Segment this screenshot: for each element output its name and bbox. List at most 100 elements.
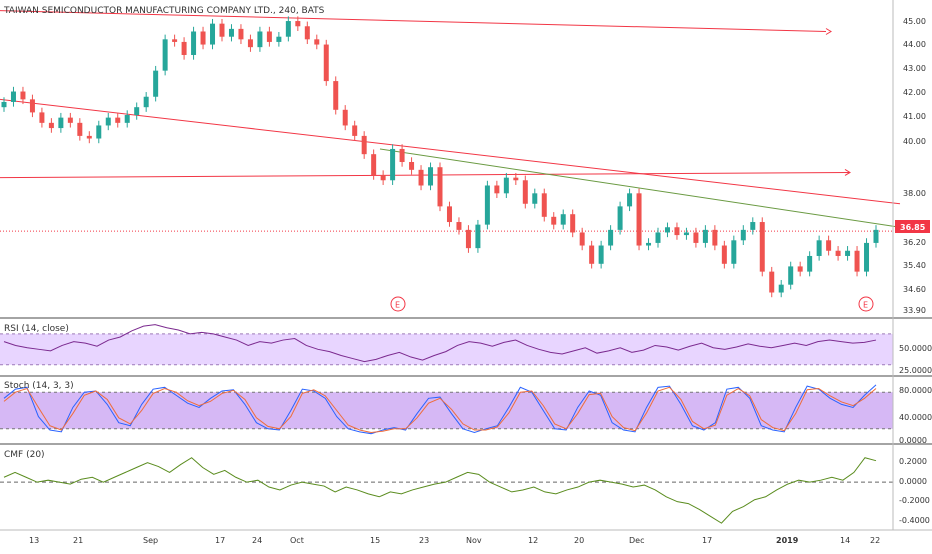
candle-body bbox=[238, 28, 244, 40]
candle-body bbox=[721, 245, 727, 264]
candle-body bbox=[1, 101, 7, 108]
candle-body bbox=[788, 266, 794, 285]
candle-body bbox=[342, 109, 348, 126]
candle-body bbox=[446, 206, 452, 223]
candle-body bbox=[797, 266, 803, 272]
y-tick-label: 38.00 bbox=[903, 189, 926, 198]
descending-trendline bbox=[0, 98, 901, 205]
candle-body bbox=[589, 245, 595, 264]
candle-body bbox=[826, 240, 832, 251]
x-tick-label: 12 bbox=[528, 536, 538, 545]
candle-body bbox=[409, 162, 415, 170]
y-tick-label: 42.00 bbox=[903, 88, 926, 97]
candle-body bbox=[323, 44, 329, 82]
candle-body bbox=[551, 216, 557, 225]
candle-body bbox=[873, 229, 879, 243]
cmf-title: CMF (20) bbox=[4, 450, 45, 460]
candle-body bbox=[513, 177, 519, 181]
candle-body bbox=[465, 229, 471, 249]
x-axis: 13 21 Sep 17 24 Oct 15 23 Nov 12 20 Dec … bbox=[29, 536, 880, 545]
rsi-line bbox=[3, 324, 877, 363]
candle-body bbox=[864, 242, 870, 272]
candle-body bbox=[456, 222, 462, 230]
candle-body bbox=[627, 193, 633, 207]
candle-body bbox=[58, 117, 64, 129]
candle-body bbox=[494, 185, 500, 194]
x-tick-label: 13 bbox=[29, 536, 39, 545]
candle-body bbox=[674, 227, 680, 236]
candle-body bbox=[816, 240, 822, 256]
x-tick-label: 21 bbox=[73, 536, 83, 545]
stoch-k-line bbox=[3, 384, 877, 435]
y-tick-label: 80.0000 bbox=[899, 386, 932, 395]
y-tick-label: 0.0000 bbox=[899, 436, 927, 445]
candle-body bbox=[314, 39, 320, 45]
candle-body bbox=[428, 167, 434, 186]
candle-body bbox=[20, 91, 26, 100]
earnings-marker-icon[interactable] bbox=[390, 296, 406, 312]
x-tick-label: 17 bbox=[702, 536, 712, 545]
candle-body bbox=[285, 21, 291, 37]
candle-body bbox=[210, 23, 216, 45]
candle-body bbox=[219, 23, 225, 37]
x-tick-label: Nov bbox=[466, 536, 482, 545]
candle-body bbox=[475, 224, 481, 249]
candle-body bbox=[295, 21, 301, 27]
candle-body bbox=[522, 180, 528, 204]
y-tick-label: 50.0000 bbox=[899, 344, 932, 353]
candle-body bbox=[134, 107, 140, 116]
candle-body bbox=[200, 31, 206, 45]
candle-body bbox=[48, 122, 54, 129]
rsi-band bbox=[0, 333, 893, 365]
candle-body bbox=[181, 41, 187, 55]
candle-body bbox=[105, 117, 111, 126]
rsi-marks bbox=[0, 324, 893, 366]
candle-body bbox=[380, 175, 386, 181]
resistance-trendline bbox=[0, 10, 827, 32]
candle-body bbox=[532, 193, 538, 204]
y-tick-label: 25.0000 bbox=[899, 366, 932, 375]
candle-body bbox=[29, 99, 35, 113]
candle-body bbox=[541, 193, 547, 217]
candle-body bbox=[608, 229, 614, 246]
candle-body bbox=[437, 167, 443, 207]
stoch-d-line bbox=[3, 386, 877, 433]
x-tick-label: 20 bbox=[574, 536, 584, 545]
candle-body bbox=[655, 232, 661, 243]
candle-body bbox=[67, 117, 73, 123]
candle-body bbox=[257, 31, 263, 48]
candle-body bbox=[740, 229, 746, 241]
stoch-band bbox=[0, 392, 893, 429]
y-tick-label: 40.00 bbox=[903, 137, 926, 146]
candle-body bbox=[712, 229, 718, 246]
x-tick-label: 24 bbox=[252, 536, 262, 545]
candle-body bbox=[124, 115, 130, 123]
candle-body bbox=[418, 169, 424, 186]
cmf-marks bbox=[0, 457, 893, 524]
candle-body bbox=[484, 185, 490, 225]
candle-body bbox=[560, 214, 566, 225]
x-tick-label: 15 bbox=[370, 536, 380, 545]
candle-body bbox=[191, 31, 197, 55]
candle-body bbox=[769, 271, 775, 293]
candle-body bbox=[390, 148, 396, 181]
earnings-marker-label: E bbox=[863, 301, 868, 310]
candle-body bbox=[845, 250, 851, 256]
y-tick-label: 44.00 bbox=[903, 40, 926, 49]
rsi-title: RSI (14, close) bbox=[4, 324, 69, 334]
candle-body bbox=[371, 154, 377, 176]
candle-body bbox=[646, 242, 652, 246]
y-tick-label: -0.2000 bbox=[899, 496, 930, 505]
x-tick-label: Dec bbox=[629, 536, 644, 545]
x-tick-label: Sep bbox=[143, 536, 158, 545]
earnings-marker-icon[interactable] bbox=[858, 296, 874, 312]
candle-body bbox=[162, 39, 168, 71]
candle-body bbox=[304, 26, 310, 40]
candle-body bbox=[153, 70, 159, 97]
candle-body bbox=[86, 135, 92, 139]
candle-body bbox=[750, 222, 756, 230]
y-tick-label: 36.20 bbox=[903, 238, 926, 247]
stoch-y-axis: 80.0000 40.0000 0.0000 bbox=[899, 386, 932, 445]
